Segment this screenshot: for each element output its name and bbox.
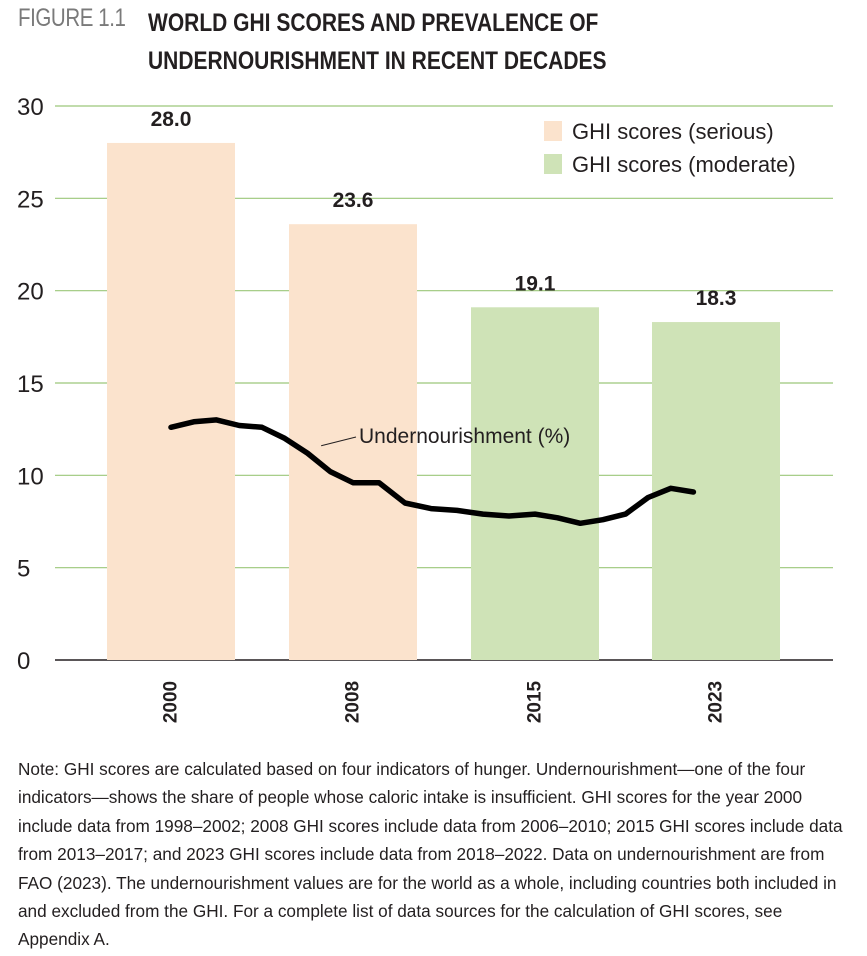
labels: 0 5 10 15 20 25 30 28.0 2000 23.6 2008 19.1 2015 18.3… (17, 94, 736, 723)
x-category-label-2015: 2015 (525, 680, 546, 723)
figure-title-line-2: UNDERNOURISHMENT IN RECENT DECADES (148, 47, 607, 75)
undernourishment-series-label: Undernourishment (%) (359, 425, 570, 448)
x-category-label-2008: 2008 (343, 681, 364, 723)
y-tick-label-5: 5 (17, 556, 30, 583)
figure-label: FIGURE 1.1 (18, 4, 126, 32)
figure-title: WORLD GHI SCORES AND PREVALENCE OF UNDER… (148, 4, 686, 80)
x-category-label-2023: 2023 (706, 681, 727, 723)
bar-value-label-2008: 23.6 (333, 189, 374, 212)
bar-value-label-2000: 28.0 (151, 108, 192, 131)
undernourishment-line-group (168, 417, 697, 527)
bar-2015 (471, 307, 599, 660)
x-category-label-2000: 2000 (161, 681, 182, 723)
y-tick-label-25: 25 (17, 186, 44, 213)
y-tick-label-30: 30 (17, 94, 44, 121)
legend-label-1: GHI scores (moderate) (572, 152, 796, 177)
y-tick-label-10: 10 (17, 463, 44, 490)
undernourishment-line (168, 417, 697, 527)
bar-value-label-2015: 19.1 (515, 272, 556, 295)
figure-title-line-1: WORLD GHI SCORES AND PREVALENCE OF (148, 9, 599, 37)
y-tick-label-0: 0 (17, 648, 30, 675)
y-tick-label-20: 20 (17, 279, 44, 306)
bar-value-label-2023: 18.3 (696, 287, 737, 310)
legend: GHI scores (serious) GHI scores (moderate… (544, 119, 796, 177)
undernourishment-label-leader (321, 436, 357, 447)
bar-2000 (107, 142, 235, 660)
y-tick-label-15: 15 (17, 371, 44, 398)
legend-swatch-0 (544, 121, 562, 141)
legend-label-0: GHI scores (serious) (572, 119, 774, 144)
ghi-chart: 0 5 10 15 20 25 30 28.0 2000 23.6 2008 19.1 2015 18.3… (17, 94, 833, 723)
bar-2008 (289, 224, 417, 661)
legend-swatch-1 (544, 154, 562, 174)
figure-note: Note: GHI scores are calculated based on… (18, 759, 843, 950)
bars (107, 142, 780, 661)
